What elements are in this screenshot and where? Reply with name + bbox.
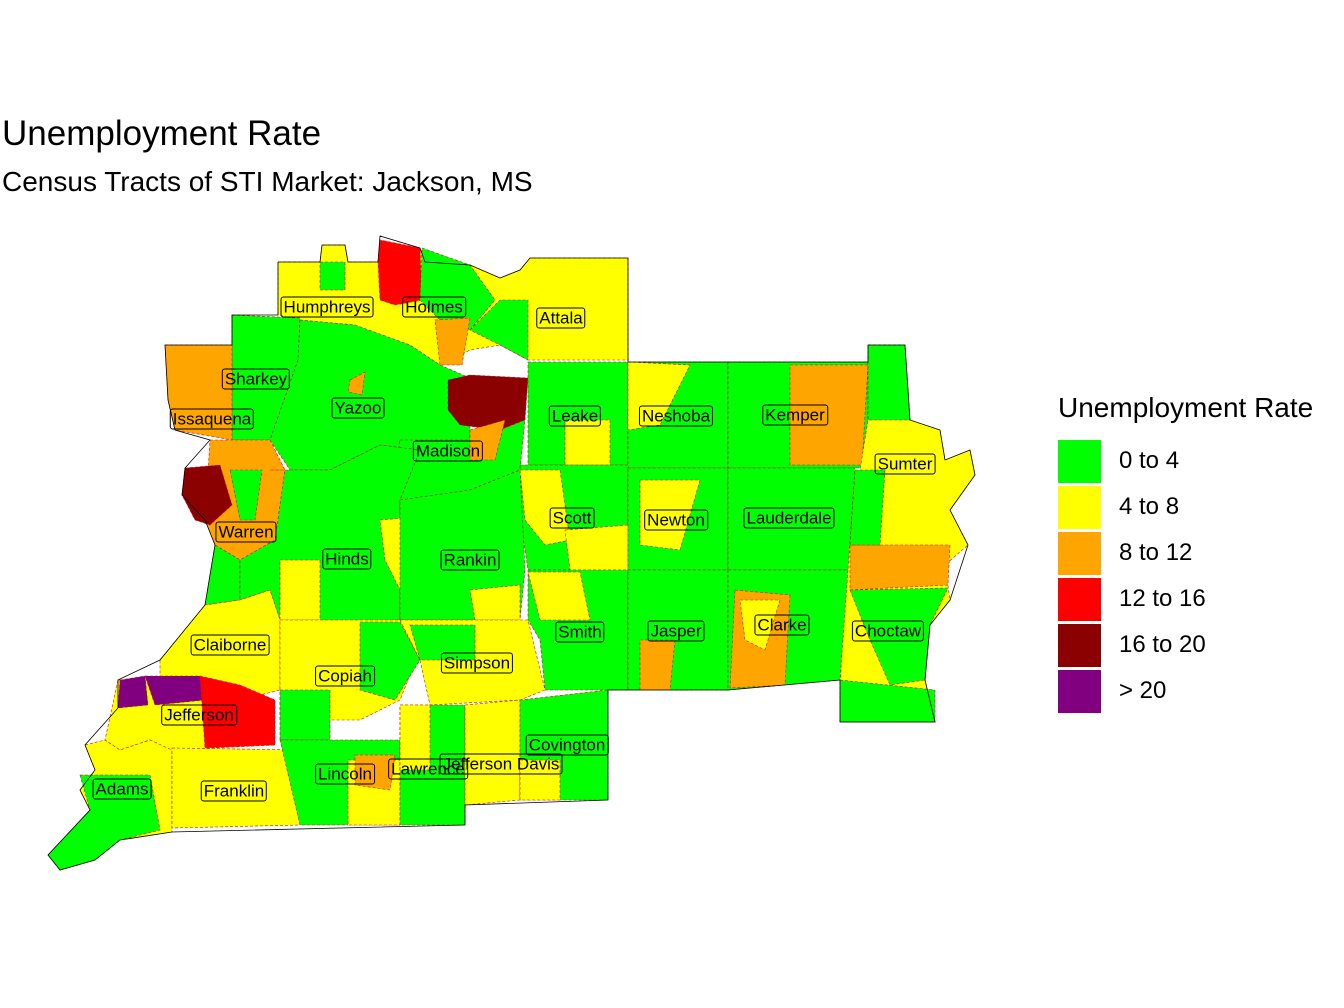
- tract-region: [789, 364, 869, 466]
- legend-item: > 20: [1058, 668, 1313, 714]
- legend-label: 16 to 20: [1119, 631, 1206, 658]
- county-label: Leake: [548, 405, 602, 427]
- tract-region: [229, 469, 263, 521]
- tract-region: [639, 639, 676, 691]
- legend-item: 0 to 4: [1058, 438, 1313, 484]
- county-label: Jefferson: [161, 704, 237, 726]
- county-label: Sharkey: [221, 368, 291, 390]
- legend-item: 4 to 8: [1058, 484, 1313, 530]
- tract-region: [527, 571, 591, 621]
- county-label: Rankin: [440, 549, 500, 571]
- county-label: Madison: [412, 440, 484, 462]
- tract-region: [727, 467, 856, 571]
- tract-region: [204, 544, 241, 606]
- county-label: Lauderdale: [743, 507, 835, 529]
- map-title: Unemployment Rate: [2, 114, 322, 153]
- market-outline: [47, 235, 976, 871]
- county-label: Humphreys: [280, 296, 374, 318]
- county-label: Covington: [525, 734, 609, 756]
- legend-swatch: [1058, 623, 1101, 667]
- legend-item: 12 to 16: [1058, 576, 1313, 622]
- county-label: Warren: [215, 521, 277, 543]
- county-label: Choctaw: [851, 620, 925, 642]
- tract-region: [434, 317, 471, 366]
- county-label: Franklin: [200, 780, 268, 802]
- county-label: Jefferson Davis: [439, 753, 563, 775]
- map-subtitle: Census Tracts of STI Market: Jackson, MS: [2, 166, 533, 197]
- legend-swatch: [1058, 531, 1101, 575]
- county-label: Yazoo: [331, 397, 385, 419]
- legend-swatch: [1058, 577, 1101, 621]
- county-label: Copiah: [315, 665, 375, 687]
- legend-items: 0 to 4 4 to 8 8 to 12 12 to 16 16 to 20 > 20: [1058, 438, 1313, 714]
- county-label: Hinds: [322, 548, 372, 570]
- legend-item: 16 to 20: [1058, 622, 1313, 668]
- legend-label: > 20: [1119, 677, 1167, 704]
- tract-region: [347, 371, 366, 396]
- tract-region: [519, 469, 571, 546]
- county-label: Kemper: [762, 404, 828, 426]
- tract-region: [409, 624, 476, 661]
- tract-region: [564, 524, 629, 571]
- tract-region: [279, 559, 321, 621]
- county-label: Jasper: [647, 620, 705, 642]
- tract-region: [469, 299, 529, 361]
- legend: Unemployment Rate 0 to 4 4 to 8 8 to 12 12 …: [1058, 392, 1313, 714]
- tract-region: [849, 469, 886, 546]
- tract-region: [359, 621, 421, 701]
- tract-region: [627, 361, 691, 431]
- tract-region: [564, 419, 611, 466]
- legend-swatch: [1058, 439, 1101, 483]
- county-label: Holmes: [402, 296, 466, 318]
- county-label: Smith: [555, 621, 605, 643]
- tract-region: [447, 374, 529, 431]
- county-label: Claiborne: [190, 634, 270, 656]
- tract-region: [867, 344, 911, 421]
- tract-region: [399, 469, 526, 621]
- tract-region: [117, 675, 149, 709]
- county-label: Simpson: [440, 652, 514, 674]
- legend-swatch: [1058, 669, 1101, 713]
- county-label: Issaquena: [169, 408, 255, 430]
- county-label: Lincoln: [315, 763, 375, 785]
- legend-item: 8 to 12: [1058, 530, 1313, 576]
- tract-region: [199, 675, 276, 749]
- county-label: Sumter: [874, 453, 936, 475]
- legend-label: 0 to 4: [1119, 447, 1180, 474]
- legend-label: 4 to 8: [1119, 493, 1180, 520]
- tract-region: [849, 544, 951, 591]
- legend-label: 8 to 12: [1119, 539, 1193, 566]
- tract-region: [279, 689, 331, 741]
- tract-region: [464, 699, 521, 806]
- tract-region: [639, 479, 701, 551]
- tract-region: [849, 587, 949, 686]
- tract-region: [144, 675, 206, 706]
- tract-region: [399, 704, 431, 771]
- tract-region: [739, 599, 781, 651]
- legend-title: Unemployment Rate: [1058, 392, 1314, 423]
- county-label: Neshoba: [638, 405, 714, 427]
- county-label: Lawrence: [388, 758, 468, 780]
- tract-region: [469, 584, 521, 621]
- county-label: Scott: [549, 507, 595, 529]
- tract-region: [171, 747, 301, 829]
- county-label: Adams: [92, 778, 152, 800]
- county-label: Attala: [536, 307, 586, 329]
- tract-region: [319, 261, 346, 291]
- tract-region: [469, 419, 506, 461]
- county-label: Newton: [644, 509, 708, 531]
- tract-region: [519, 759, 561, 801]
- county-label: Clarke: [754, 614, 810, 636]
- legend-label: 12 to 16: [1119, 585, 1206, 612]
- tract-region: [377, 239, 423, 306]
- legend-swatch: [1058, 485, 1101, 529]
